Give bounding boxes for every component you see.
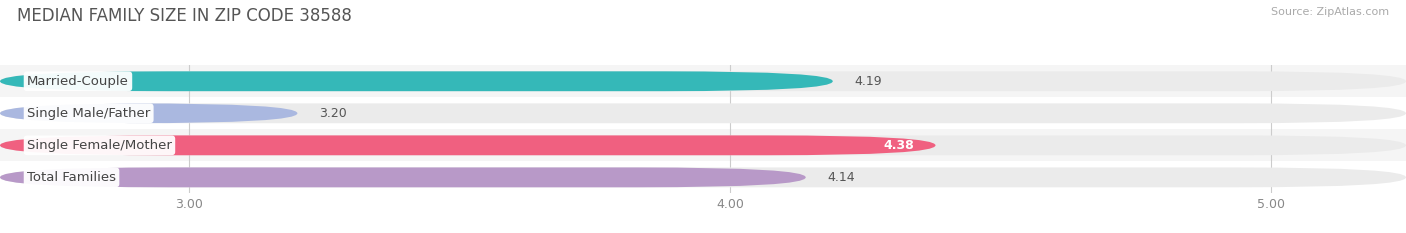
FancyBboxPatch shape (0, 71, 832, 91)
FancyBboxPatch shape (0, 135, 935, 155)
Text: 4.38: 4.38 (883, 139, 914, 152)
Text: Single Female/Mother: Single Female/Mother (27, 139, 172, 152)
FancyBboxPatch shape (0, 129, 1406, 161)
Text: Married-Couple: Married-Couple (27, 75, 129, 88)
FancyBboxPatch shape (0, 103, 298, 123)
Text: 4.14: 4.14 (827, 171, 855, 184)
FancyBboxPatch shape (0, 168, 1406, 187)
FancyBboxPatch shape (0, 161, 1406, 193)
Text: Source: ZipAtlas.com: Source: ZipAtlas.com (1271, 7, 1389, 17)
FancyBboxPatch shape (0, 65, 1406, 97)
FancyBboxPatch shape (0, 135, 1406, 155)
FancyBboxPatch shape (0, 168, 806, 187)
FancyBboxPatch shape (0, 97, 1406, 129)
Text: Total Families: Total Families (27, 171, 117, 184)
FancyBboxPatch shape (0, 71, 1406, 91)
FancyBboxPatch shape (0, 103, 1406, 123)
Text: 3.20: 3.20 (319, 107, 347, 120)
Text: Single Male/Father: Single Male/Father (27, 107, 150, 120)
Text: MEDIAN FAMILY SIZE IN ZIP CODE 38588: MEDIAN FAMILY SIZE IN ZIP CODE 38588 (17, 7, 352, 25)
Text: 4.19: 4.19 (855, 75, 882, 88)
